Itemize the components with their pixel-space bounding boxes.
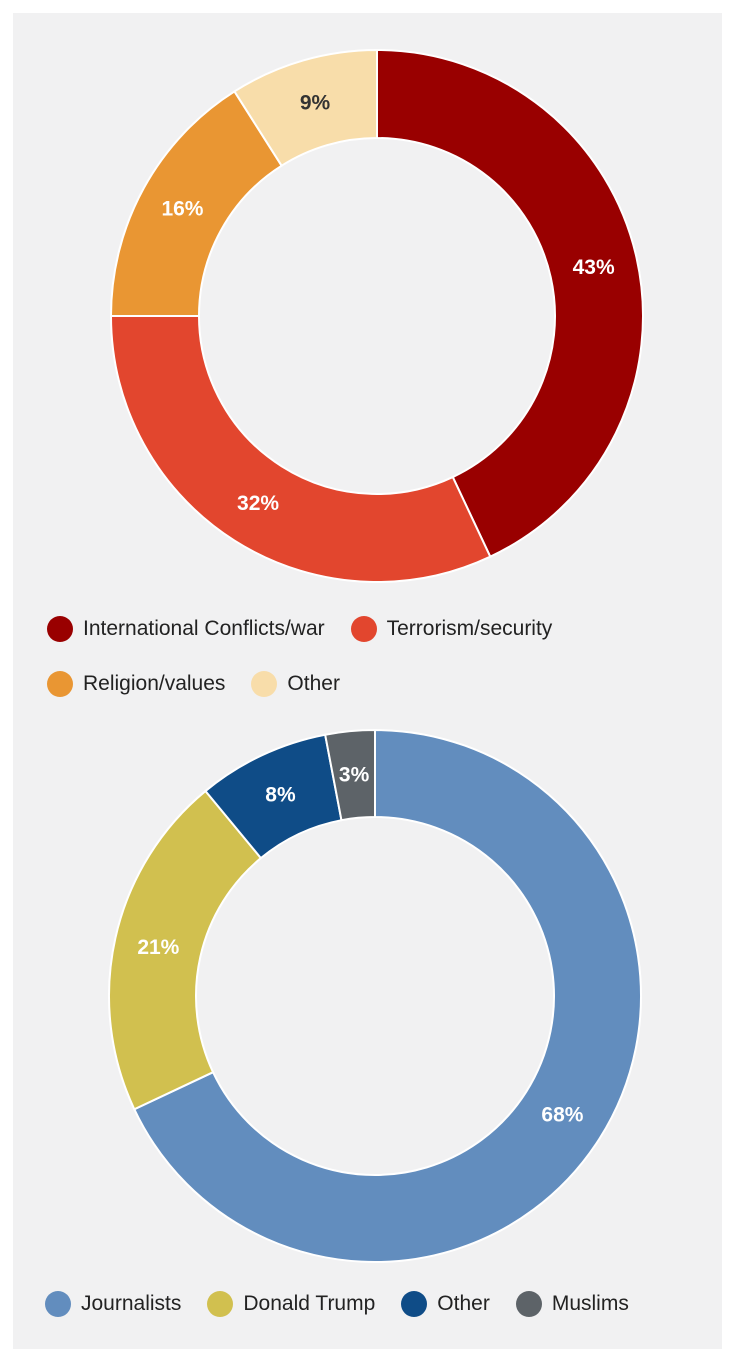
legend-item-other-2: Other: [401, 1291, 490, 1317]
donut-2-label-other: 8%: [265, 784, 296, 807]
legend-swatch-muslims: [515, 1291, 542, 1317]
legend-label-terrorism: Terrorism/security: [386, 617, 553, 640]
legend-swatch-donald-trump: [207, 1291, 234, 1317]
legend-label-international-conflicts: International Conflicts/war: [83, 617, 325, 640]
legend-swatch-other-2: [401, 1291, 428, 1317]
legend-item-donald-trump: Donald Trump: [207, 1291, 375, 1317]
legend-swatch-other-1: [251, 671, 278, 697]
legend-item-international-conflicts: International Conflicts/war: [47, 616, 325, 642]
donut-1-slice-other: [233, 48, 378, 168]
legend-chart-2: Journalists Donald Trump Other Muslims: [45, 1291, 629, 1317]
donut-1-label-terrorism-security: 32%: [237, 492, 279, 515]
legend-label-muslims: Muslims: [551, 1292, 629, 1315]
donut-1-label-international-conflicts-war: 43%: [573, 256, 615, 279]
legend-swatch-religion: [47, 671, 73, 697]
legend-label-journalists: Journalists: [81, 1292, 182, 1315]
legend-item-other-1: Other: [251, 671, 340, 697]
donut-1-slice-terrorism-security: [109, 315, 492, 583]
donut-1-label-other: 9%: [300, 91, 331, 114]
legend-swatch-journalists: [45, 1291, 71, 1317]
legend-swatch-terrorism: [350, 616, 377, 642]
legend-chart-1-row-2: Religion/values Other: [47, 671, 340, 697]
legend-label-donald-trump: Donald Trump: [243, 1292, 376, 1315]
legend-label-religion: Religion/values: [83, 672, 226, 695]
legend-chart-1-row-1: International Conflicts/war Terrorism/se…: [47, 616, 552, 642]
donut-2-label-donald-trump: 21%: [137, 936, 179, 959]
legend-swatch-international-conflicts: [47, 616, 73, 642]
legend-item-muslims: Muslims: [515, 1291, 629, 1317]
legend-label-other-2: Other: [437, 1292, 490, 1315]
legend-item-journalists: Journalists: [45, 1291, 181, 1317]
donut-1-slice-international-conflicts-war: [376, 48, 644, 559]
donut-2-label-journalists: 68%: [541, 1103, 583, 1126]
legend-item-religion: Religion/values: [47, 671, 225, 697]
legend-label-other-1: Other: [287, 672, 340, 695]
donut-1-label-religion-values: 16%: [161, 198, 203, 221]
donut-2-slice-muslims: [323, 728, 376, 822]
donut-2-label-muslims: 3%: [339, 763, 370, 786]
legend-item-terrorism: Terrorism/security: [350, 616, 553, 642]
donut-2-slice-journalists: [132, 728, 642, 1263]
donut-2-slice-donald-trump: [108, 789, 263, 1111]
